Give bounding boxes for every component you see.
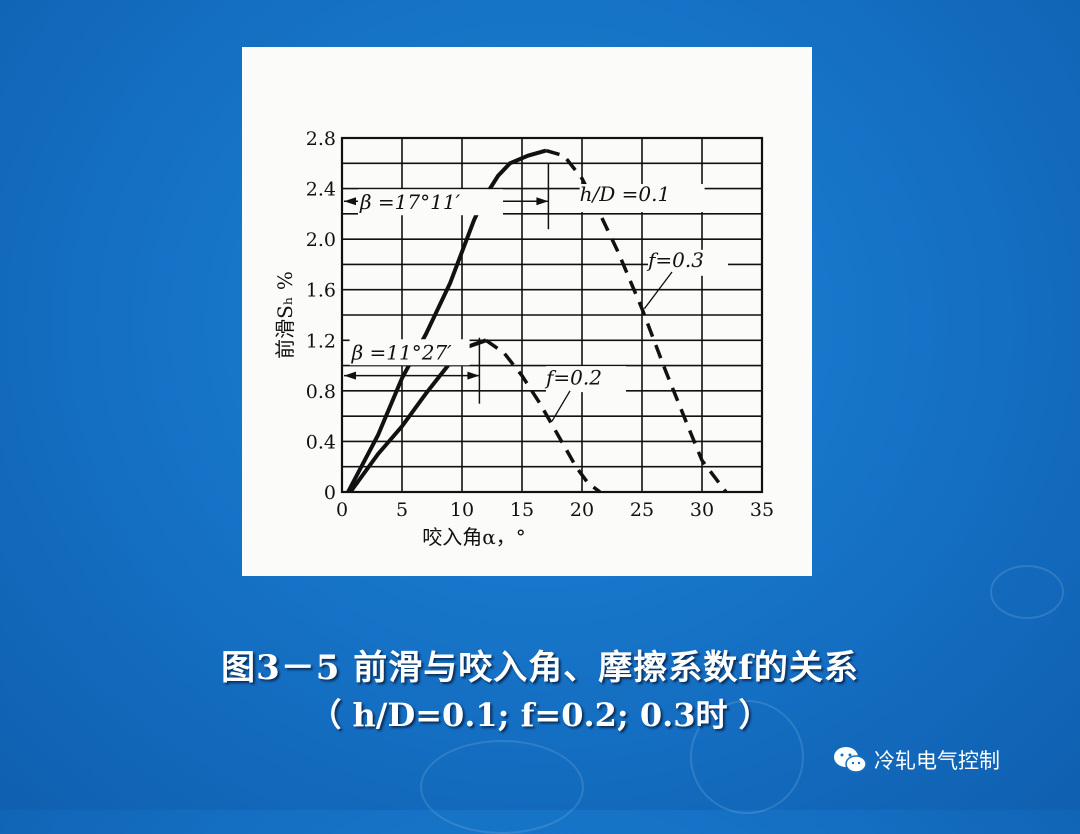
- x-tick-label: 30: [690, 499, 714, 521]
- watermark: 冷轧电气控制: [832, 745, 1000, 775]
- arrow-left-icon: [344, 197, 356, 206]
- x-tick-label: 20: [570, 499, 594, 521]
- ripple-decoration: [420, 740, 584, 834]
- series-label-f02: f=0.2: [544, 366, 602, 390]
- label-background: [648, 249, 728, 276]
- plot-frame: [340, 136, 764, 494]
- series-label-f03: f=0.3: [646, 248, 704, 272]
- x-tick-label: 15: [510, 499, 534, 521]
- leader-line: [643, 271, 673, 310]
- beta-label: β =17°11′: [359, 190, 461, 214]
- chart: 0 5 10 15 20 25 30 35 0 0.4 0.8 1.2 1.6 2.0 2.4 2.8 咬入角α…: [273, 128, 774, 549]
- y-tick-label: 2.8: [306, 128, 336, 150]
- y-tick-label: 1.2: [306, 330, 336, 352]
- y-tick-label: 0.4: [306, 431, 336, 453]
- label-background: [546, 366, 626, 393]
- x-tick-label: 0: [336, 499, 348, 521]
- x-axis-label: 咬入角α，°: [422, 525, 526, 549]
- y-tick-label: 2.4: [306, 179, 336, 201]
- y-axis-label: 前滑Sₕ %: [273, 271, 297, 359]
- figure-caption-conditions: （ h/D=0.1; f=0.2; 0.3时 ）: [309, 696, 771, 734]
- wechat-icon: [834, 747, 867, 773]
- y-tick-label: 0: [324, 482, 336, 504]
- label-background: [579, 184, 705, 213]
- x-tick-label: 5: [396, 499, 408, 521]
- y-tick-label: 1.6: [306, 280, 336, 302]
- x-tick-label: 10: [450, 499, 474, 521]
- hD-label: h/D =0.1: [580, 182, 671, 206]
- label-background: [349, 339, 470, 366]
- x-tick-label: 35: [750, 499, 774, 521]
- arrow-right-icon: [536, 197, 549, 206]
- y-tick-label: 2.0: [306, 229, 336, 251]
- arrow-right-icon: [467, 371, 480, 380]
- watermark-text: 冷轧电气控制: [874, 749, 1000, 773]
- series-line-f-0_3-dashed: [545, 148, 728, 494]
- label-background: [358, 189, 503, 216]
- y-tick-label: 0.8: [306, 381, 336, 403]
- series-line-f-0_3-solid: [346, 148, 547, 493]
- chart-image-panel: 0 5 10 15 20 25 30 35 0 0.4 0.8 1.2 1.6 2.0 2.4 2.8 咬入角α…: [242, 47, 812, 576]
- arrow-left-icon: [344, 371, 356, 380]
- x-tick-label: 25: [630, 499, 654, 521]
- ripple-decoration: [990, 565, 1064, 619]
- series-line-f-0_2-dashed: [484, 338, 602, 494]
- leader-line: [551, 390, 571, 422]
- figure-caption: 图3－5 前滑与咬入角、摩擦系数f的关系: [221, 648, 859, 688]
- beta-label: β =11°27′: [351, 340, 453, 364]
